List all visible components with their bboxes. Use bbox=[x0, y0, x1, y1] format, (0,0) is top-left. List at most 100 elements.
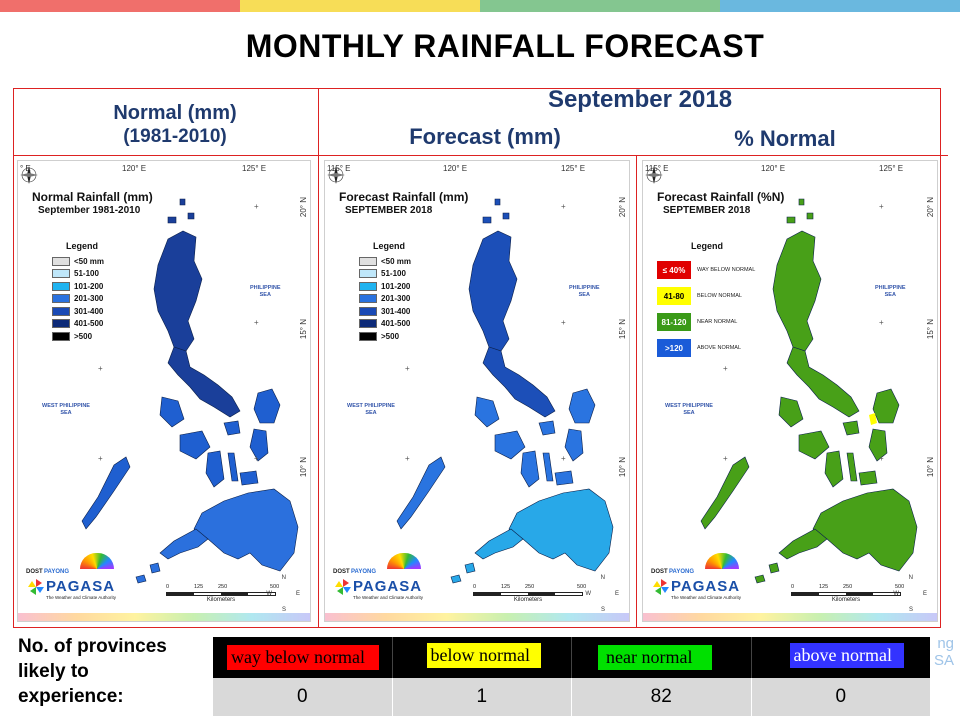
legend-label: NEAR NORMAL bbox=[697, 319, 738, 325]
island-shape bbox=[227, 452, 239, 482]
island-shape bbox=[159, 396, 185, 428]
dost-label: DOST bbox=[26, 569, 43, 575]
map-subtitle: SEPTEMBER 2018 bbox=[345, 205, 433, 216]
provinces-label-line2: likely to bbox=[18, 661, 89, 682]
island-shape bbox=[179, 430, 211, 460]
provinces-label-line1: No. of provinces bbox=[18, 636, 167, 657]
graticule-mark: + bbox=[879, 318, 884, 327]
scale-unit: Kilometers bbox=[513, 597, 543, 603]
island-shape bbox=[754, 574, 766, 584]
payong-label: PAYONG bbox=[351, 569, 377, 575]
legend-swatch bbox=[52, 331, 70, 341]
legend-label: 51-100 bbox=[381, 269, 406, 279]
compass-w-label: W bbox=[266, 591, 272, 597]
legend-item: 81-120 NEAR NORMAL bbox=[657, 309, 755, 335]
west-philippine-sea-label: WEST PHILIPPINE SEA bbox=[347, 403, 395, 417]
island-shape bbox=[223, 420, 241, 436]
island-shape bbox=[482, 216, 492, 224]
legend-swatch: 41-80 bbox=[657, 287, 691, 305]
dost-label: DOST bbox=[651, 569, 668, 575]
top-color-stripe bbox=[0, 0, 960, 12]
island-shape bbox=[842, 420, 860, 436]
scale-segment bbox=[194, 593, 221, 595]
rainbow-footer-stripe bbox=[643, 613, 937, 621]
sea-label-line: SEA bbox=[683, 410, 695, 416]
longitude-label: 125° E bbox=[561, 164, 586, 173]
legend-swatch: >120 bbox=[657, 339, 691, 357]
scale-ticks: 0 125 250 500 bbox=[791, 584, 905, 592]
archipelago-map: + + + + + bbox=[396, 198, 614, 584]
legend-swatch bbox=[359, 256, 377, 266]
map-title-main: Forecast Rainfall (mm) bbox=[339, 190, 469, 204]
scale-tick: 125 bbox=[194, 584, 204, 590]
island-shape bbox=[396, 456, 446, 530]
compass-n-label: N bbox=[281, 575, 286, 581]
category-way-below-normal: way below normal bbox=[227, 645, 379, 670]
legend-item: >500 bbox=[52, 330, 104, 343]
island-shape bbox=[798, 430, 830, 460]
normal-header-line2: (1981-2010) bbox=[123, 126, 227, 147]
legend-item: 301-400 bbox=[359, 305, 411, 318]
legend-swatch bbox=[359, 306, 377, 316]
graticule-mark: + bbox=[879, 202, 884, 211]
legend-item: 401-500 bbox=[359, 318, 411, 331]
island-shape bbox=[253, 388, 281, 424]
legend-item: 41-80 BELOW NORMAL bbox=[657, 283, 755, 309]
compass-rose-icon bbox=[327, 166, 345, 184]
scale-bar-graphic bbox=[791, 592, 901, 596]
island-shape bbox=[542, 452, 554, 482]
legend-item: ≤ 40% WAY BELOW NORMAL bbox=[657, 257, 755, 283]
background-logo-fragment: ng SA bbox=[934, 635, 954, 669]
pinwheel-icon bbox=[335, 579, 351, 595]
legend-item: >500 bbox=[359, 330, 411, 343]
island-shape bbox=[824, 450, 844, 488]
island-shape bbox=[502, 212, 510, 220]
scale-tick: 0 bbox=[473, 584, 477, 590]
sea-label-line: PHILIPPINE bbox=[569, 285, 600, 291]
graticule-mark: + bbox=[723, 454, 728, 463]
scale-segment bbox=[167, 593, 194, 595]
island-shape bbox=[786, 346, 860, 418]
longitude-label: 120° E bbox=[122, 164, 147, 173]
scale-segment bbox=[474, 593, 501, 595]
legend-item: 201-300 bbox=[52, 293, 104, 306]
sea-label-line: WEST PHILIPPINE bbox=[42, 403, 90, 409]
ghost-text: SA bbox=[933, 652, 954, 669]
island-shape bbox=[872, 388, 900, 424]
graticule-mark: + bbox=[561, 202, 566, 211]
category-cell: below normal bbox=[393, 637, 572, 678]
category-above-normal: above normal bbox=[789, 643, 904, 668]
latitude-label: 20° N bbox=[299, 197, 308, 218]
legend-item: <50 mm bbox=[52, 255, 104, 268]
latitude-label: 15° N bbox=[618, 319, 627, 340]
island-shape bbox=[846, 452, 858, 482]
compass-e-label: E bbox=[922, 591, 927, 597]
longitude-label: 125° E bbox=[242, 164, 267, 173]
scale-unit: Kilometers bbox=[206, 597, 236, 603]
legend-label: 101-200 bbox=[74, 281, 104, 291]
pagasa-logo: DOST PAYONG PAGASA The Weather and Climate … bbox=[24, 553, 134, 609]
island-shape bbox=[508, 488, 614, 572]
island-shape bbox=[205, 450, 225, 488]
graticule-mark: + bbox=[405, 454, 410, 463]
legend-label: 201-300 bbox=[381, 294, 411, 304]
map-title-main: Forecast Rainfall (%N) bbox=[657, 190, 785, 204]
scale-ticks: 0 125 250 500 bbox=[473, 584, 587, 592]
scale-segment bbox=[873, 593, 900, 595]
frame-divider bbox=[318, 88, 319, 628]
legend-label: 301-400 bbox=[381, 306, 411, 316]
compass-w-label: W bbox=[893, 591, 899, 597]
frame-divider bbox=[636, 155, 637, 628]
forecast-header: Forecast (mm) bbox=[409, 124, 561, 149]
sea-label-line: SEA bbox=[259, 292, 271, 298]
month-header: September 2018 bbox=[547, 86, 733, 113]
legend-label: >500 bbox=[381, 331, 400, 341]
scale-tick: 500 bbox=[895, 584, 905, 590]
scale-tick: 500 bbox=[577, 584, 587, 590]
island-shape bbox=[798, 198, 805, 206]
compass-rose-icon bbox=[20, 166, 38, 184]
graticule-mark: + bbox=[723, 364, 728, 373]
island-shape bbox=[193, 488, 299, 572]
island-shape bbox=[179, 198, 186, 206]
scale-tick: 250 bbox=[218, 584, 228, 590]
